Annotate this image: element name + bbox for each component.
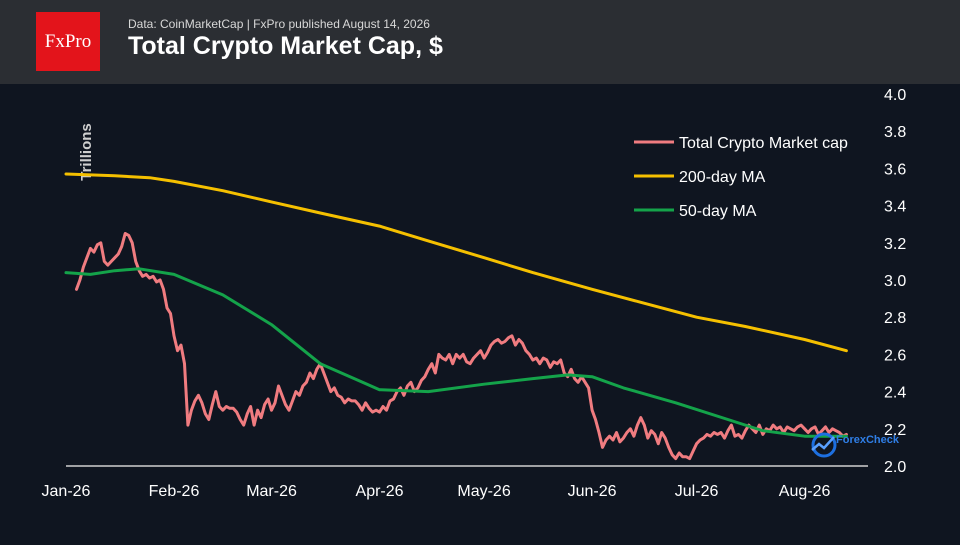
y-tick-label: 2.2 xyxy=(884,422,906,439)
source-line: Data: CoinMarketCap | FxPro published Au… xyxy=(128,17,430,31)
legend-ma50-label: 50-day MA xyxy=(679,203,757,220)
watermark-icon xyxy=(811,432,837,458)
x-tick-label: Jul-26 xyxy=(675,483,719,500)
chart-svg: 2.0 2.2 2.4 2.6 2.8 3.0 3.2 3.4 3.6 3.8 4.0 Jan-26 F… xyxy=(42,87,907,500)
y-tick-label: 2.4 xyxy=(884,385,906,402)
ma50-line xyxy=(64,267,848,438)
y-tick-label: 2.0 xyxy=(884,459,906,476)
y-axis-label: Trillions xyxy=(78,123,95,181)
x-tick-label: Feb-26 xyxy=(149,483,200,500)
y-tick-label: 2.6 xyxy=(884,347,906,364)
legend-ma200-label: 200-day MA xyxy=(679,169,766,186)
y-tick-label: 2.8 xyxy=(884,310,906,327)
x-tick-label: Mar-26 xyxy=(246,483,297,500)
watermark-text: ForexCheck xyxy=(836,434,900,446)
y-tick-label: 3.2 xyxy=(884,236,906,253)
forexcheck-watermark: ForexCheck xyxy=(811,432,900,458)
market-cap-line xyxy=(75,232,848,461)
x-tick-label: Jun-26 xyxy=(568,483,617,500)
x-tick-label: Jan-26 xyxy=(42,483,91,500)
y-tick-label: 3.4 xyxy=(884,199,906,216)
y-tick-label: 3.8 xyxy=(884,124,906,141)
x-tick-label: Apr-26 xyxy=(356,483,404,500)
chart-title: Total Crypto Market Cap, $ xyxy=(128,32,443,60)
ma200-line xyxy=(64,172,848,353)
x-tick-label: May-26 xyxy=(457,483,510,500)
y-tick-label: 3.6 xyxy=(884,161,906,178)
y-tick-label: 4.0 xyxy=(884,87,906,104)
y-tick-label: 3.0 xyxy=(884,273,906,290)
x-tick-label: Aug-26 xyxy=(779,483,831,500)
legend-market-cap-label: Total Crypto Market cap xyxy=(679,135,848,152)
header-bar: FxPro Data: CoinMarketCap | FxPro publis… xyxy=(0,0,960,84)
fxpro-logo: FxPro xyxy=(36,12,100,71)
chart-area: 2.0 2.2 2.4 2.6 2.8 3.0 3.2 3.4 3.6 3.8 4.0 Jan-26 F… xyxy=(0,84,960,540)
